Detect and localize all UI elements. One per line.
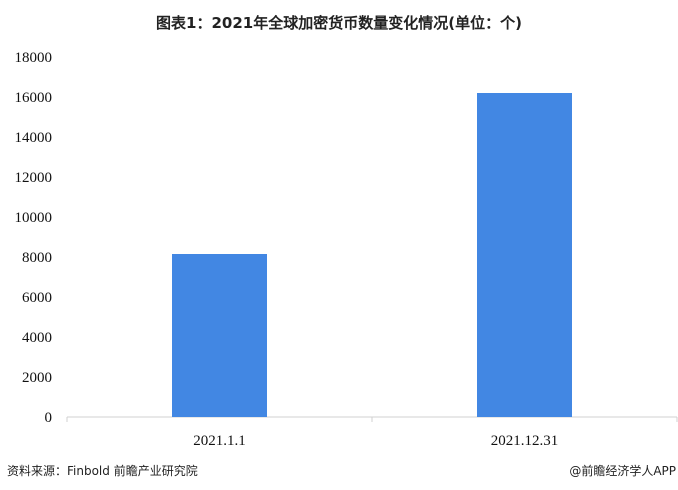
bar xyxy=(477,93,572,417)
y-tick-label: 12000 xyxy=(15,170,53,186)
y-tick-label: 6000 xyxy=(22,290,52,306)
y-tick-label: 2000 xyxy=(22,370,52,386)
y-tick-label: 16000 xyxy=(15,90,53,106)
chart-title: 图表1：2021年全球加密货币数量变化情况(单位：个) xyxy=(156,14,522,32)
y-tick-label: 18000 xyxy=(15,50,53,66)
y-tick-label: 10000 xyxy=(15,210,53,226)
y-tick-label: 4000 xyxy=(22,330,52,346)
y-tick-label: 14000 xyxy=(15,130,53,146)
y-tick-label: 8000 xyxy=(22,250,52,266)
source-note: 资料来源：Finbold 前瞻产业研究院 xyxy=(7,464,198,478)
x-tick-label: 2021.12.31 xyxy=(491,433,559,449)
bar xyxy=(172,254,267,417)
y-tick-label: 0 xyxy=(45,410,53,426)
x-tick-label: 2021.1.1 xyxy=(193,433,246,449)
credit-note: @前瞻经济学人APP xyxy=(569,464,676,478)
